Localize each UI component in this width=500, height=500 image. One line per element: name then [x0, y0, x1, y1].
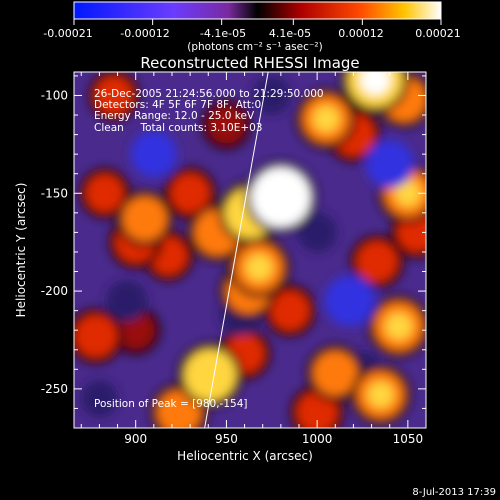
colorbar-tick-label: 0.00012	[338, 27, 384, 40]
colorbar-ticks	[73, 19, 442, 25]
heatmap-blob	[105, 280, 148, 322]
colorbar-tick-label: 0.00021	[415, 27, 461, 40]
heatmap-blob	[80, 380, 118, 418]
heatmap-blob-core	[195, 360, 225, 390]
footer-date: 8-Jul-2013 17:39	[412, 487, 496, 498]
heatmap-blob	[297, 212, 338, 253]
colorbar-tick-label: -0.00021	[43, 27, 92, 40]
axes: 900 950 1000 1050 -100 -150 -200 -250	[41, 72, 427, 446]
heatmap-blob	[85, 173, 125, 213]
heatmap-blobs	[74, 72, 426, 428]
solar-limb-line	[204, 72, 269, 428]
info-line-detectors: Detectors: 4F 5F 6F 7F 8F, Att:0	[94, 99, 261, 111]
heatmap-blob	[130, 131, 177, 178]
heatmap-blob	[324, 275, 376, 327]
heatmap-blob	[356, 240, 398, 283]
colorbar-tick-label: 4.1e-05	[269, 27, 311, 40]
heatmap-blob	[296, 391, 338, 428]
heatmap-blob	[122, 196, 168, 242]
y-tick-label: -200	[41, 284, 68, 298]
heatmap-area	[74, 72, 426, 428]
heatmap-blob-core	[385, 312, 413, 340]
colorbar-tick-label: -0.00012	[120, 27, 169, 40]
heatmap-blob-core	[394, 180, 422, 207]
info-line-counts: Clean Total counts: 3.10E+03	[94, 122, 263, 134]
colorbar-unit-label: (photons cm⁻² s⁻¹ asec⁻²)	[187, 41, 322, 53]
plot-frame	[73, 71, 427, 429]
peak-position-label: Position of Peak = [980,-154]	[94, 398, 248, 410]
y-tick-label: -250	[41, 382, 68, 396]
heatmap-blob-core	[359, 72, 391, 96]
heatmap-blob	[365, 140, 414, 188]
heatmap-blob	[170, 173, 211, 214]
info-line-energy: Energy Range: 12.0 - 25.0 keV	[94, 110, 255, 122]
chart-title: Reconstructed RHESSI Image	[140, 54, 359, 72]
heatmap-blob-core	[313, 105, 340, 133]
heatmap-blob-core	[264, 180, 298, 214]
heatmap-blob	[269, 290, 311, 331]
heatmap-blob	[207, 106, 245, 144]
heatmap-blob	[74, 314, 118, 358]
y-tick-label: -100	[41, 88, 68, 102]
heatmap-blob	[312, 350, 358, 396]
heatmap-blob-core	[367, 381, 394, 408]
y-tick-label: -150	[41, 186, 68, 200]
x-axis-label: Heliocentric X (arcsec)	[177, 449, 313, 463]
colorbar-tick-label: -4.1e-05	[200, 27, 246, 40]
x-tick-label: 950	[215, 432, 238, 446]
heatmap-blob-core	[245, 254, 273, 282]
y-axis-label: Heliocentric Y (arcsec)	[14, 183, 28, 318]
info-line-time: 26-Dec-2005 21:24:56.000 to 21:29:50.000	[94, 88, 324, 100]
x-tick-label: 1000	[302, 432, 333, 446]
heatmap-blob	[94, 76, 134, 115]
info-block: 26-Dec-2005 21:24:56.000 to 21:29:50.000…	[94, 88, 324, 134]
colorbar	[73, 1, 442, 20]
x-tick-label: 900	[124, 432, 147, 446]
x-tick-label: 1050	[393, 432, 424, 446]
